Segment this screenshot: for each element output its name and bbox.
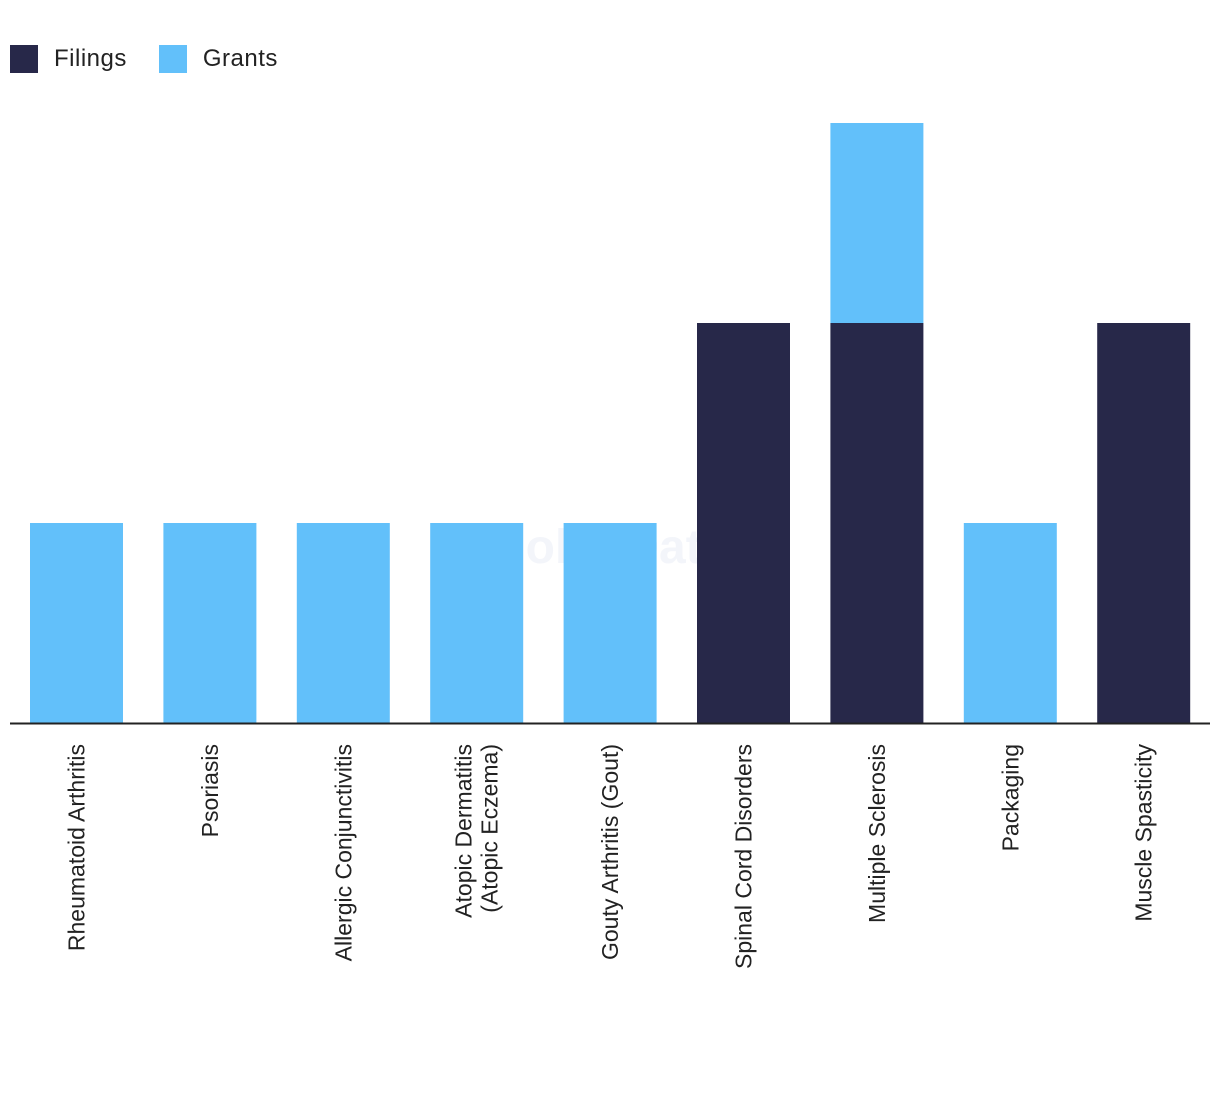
bar-grants-7 (963, 523, 1057, 723)
bar-grants-3 (430, 523, 524, 723)
x-tick-label-6: Multiple Sclerosis (864, 744, 890, 923)
legend-label: Filings (54, 45, 127, 72)
x-tick-label-0: Rheumatoid Arthritis (64, 744, 90, 951)
x-tick-label-7: Packaging (997, 744, 1023, 851)
bar-filings-6 (830, 323, 924, 723)
legend-item-filings: Filings (10, 45, 127, 73)
legend-item-grants: Grants (158, 45, 278, 73)
x-tick-label-4: Gouty Arthritis (Gout) (597, 744, 623, 960)
legend-swatch (10, 45, 38, 73)
bar-grants-0 (30, 523, 123, 723)
x-tick-label-8: Muscle Spasticity (1131, 744, 1157, 922)
bar-filings-8 (1097, 323, 1191, 723)
bar-filings-5 (697, 323, 790, 723)
legend: Filings Grants (10, 44, 310, 74)
bar-grants-6 (830, 123, 924, 323)
x-tick-label-3: Atopic Dermatitis(Atopic Eczema) (451, 744, 503, 918)
bar-grants-4 (563, 523, 657, 723)
legend-swatch (158, 45, 187, 73)
bar-grants-1 (163, 523, 257, 723)
x-tick-label-1: Psoriasis (197, 744, 223, 837)
x-tick-label-2: Allergic Conjunctivitis (330, 744, 356, 961)
bar-grants-2 (296, 523, 390, 723)
legend-label: Grants (202, 45, 278, 72)
x-tick-label-5: Spinal Cord Disorders (731, 744, 757, 969)
